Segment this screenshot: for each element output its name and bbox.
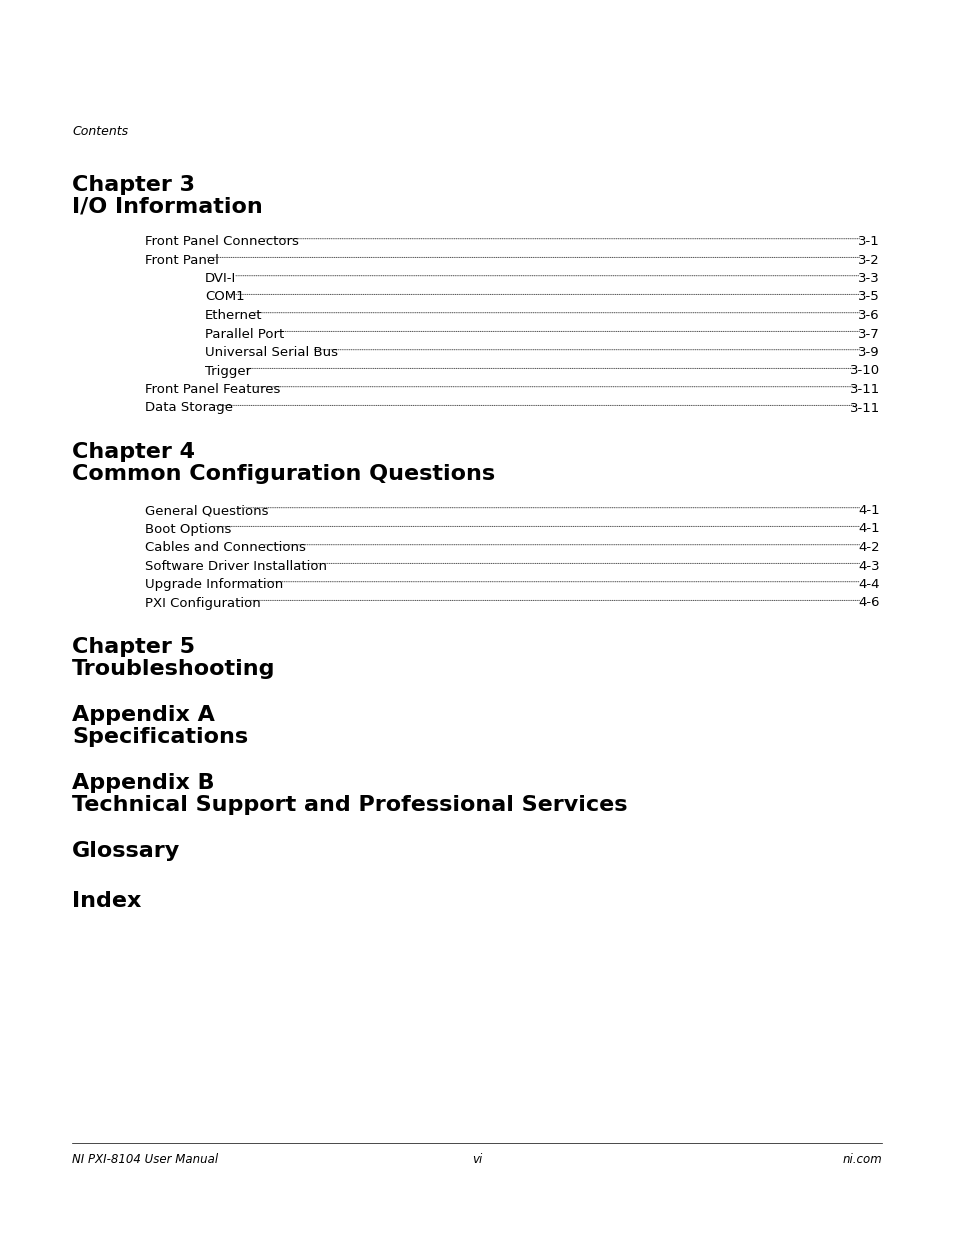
Text: 3-9: 3-9 xyxy=(858,346,879,359)
Text: Universal Serial Bus: Universal Serial Bus xyxy=(205,346,337,359)
Text: 3-7: 3-7 xyxy=(858,327,879,341)
Text: 3-1: 3-1 xyxy=(858,235,879,248)
Text: Cables and Connections: Cables and Connections xyxy=(145,541,306,555)
Text: 3-10: 3-10 xyxy=(849,364,879,378)
Text: Front Panel Connectors: Front Panel Connectors xyxy=(145,235,298,248)
Text: 3-5: 3-5 xyxy=(858,290,879,304)
Text: Chapter 4: Chapter 4 xyxy=(71,442,194,462)
Text: Boot Options: Boot Options xyxy=(145,522,232,536)
Text: 3-6: 3-6 xyxy=(858,309,879,322)
Text: Front Panel: Front Panel xyxy=(145,253,218,267)
Text: ni.com: ni.com xyxy=(841,1153,882,1166)
Text: COM1: COM1 xyxy=(205,290,244,304)
Text: Troubleshooting: Troubleshooting xyxy=(71,659,275,679)
Text: 4-6: 4-6 xyxy=(858,597,879,610)
Text: 3-11: 3-11 xyxy=(849,383,879,396)
Text: 4-1: 4-1 xyxy=(858,504,879,517)
Text: Appendix B: Appendix B xyxy=(71,773,214,793)
Text: Parallel Port: Parallel Port xyxy=(205,327,284,341)
Text: Appendix A: Appendix A xyxy=(71,705,214,725)
Text: Index: Index xyxy=(71,890,141,911)
Text: Upgrade Information: Upgrade Information xyxy=(145,578,283,592)
Text: NI PXI-8104 User Manual: NI PXI-8104 User Manual xyxy=(71,1153,218,1166)
Text: Chapter 5: Chapter 5 xyxy=(71,637,194,657)
Text: PXI Configuration: PXI Configuration xyxy=(145,597,260,610)
Text: 4-3: 4-3 xyxy=(858,559,879,573)
Text: Specifications: Specifications xyxy=(71,727,248,747)
Text: Chapter 3: Chapter 3 xyxy=(71,175,194,195)
Text: 4-1: 4-1 xyxy=(858,522,879,536)
Text: Trigger: Trigger xyxy=(205,364,251,378)
Text: 3-11: 3-11 xyxy=(849,401,879,415)
Text: General Questions: General Questions xyxy=(145,504,268,517)
Text: Glossary: Glossary xyxy=(71,841,180,861)
Text: 3-2: 3-2 xyxy=(858,253,879,267)
Text: 4-4: 4-4 xyxy=(858,578,879,592)
Text: I/O Information: I/O Information xyxy=(71,198,262,217)
Text: Front Panel Features: Front Panel Features xyxy=(145,383,280,396)
Text: 4-2: 4-2 xyxy=(858,541,879,555)
Text: Contents: Contents xyxy=(71,125,128,138)
Text: Data Storage: Data Storage xyxy=(145,401,233,415)
Text: Common Configuration Questions: Common Configuration Questions xyxy=(71,464,495,484)
Text: 3-3: 3-3 xyxy=(858,272,879,285)
Text: Software Driver Installation: Software Driver Installation xyxy=(145,559,327,573)
Text: vi: vi xyxy=(472,1153,481,1166)
Text: Technical Support and Professional Services: Technical Support and Professional Servi… xyxy=(71,795,627,815)
Text: Ethernet: Ethernet xyxy=(205,309,262,322)
Text: DVI-I: DVI-I xyxy=(205,272,236,285)
